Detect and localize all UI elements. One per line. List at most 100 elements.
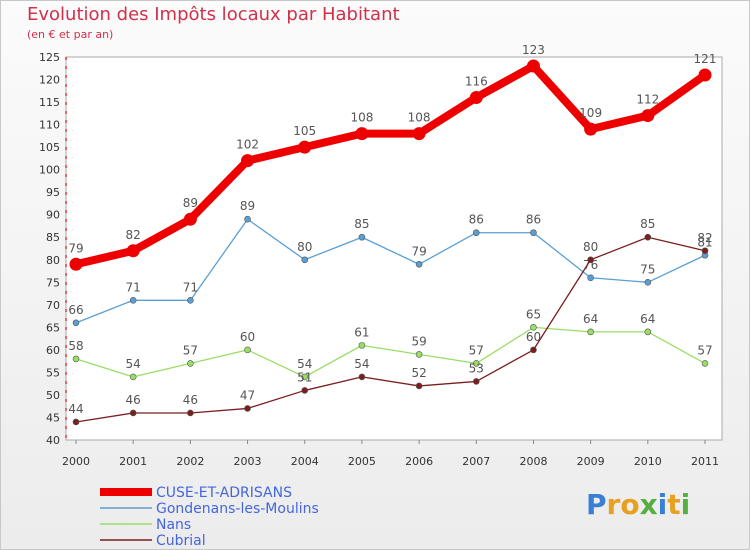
- data-label-gondenans-les-moulins: 85: [354, 217, 369, 231]
- data-label-nans: 59: [411, 334, 426, 348]
- y-tick-label: 105: [39, 141, 60, 154]
- data-point-cuse-et-adrisans: [355, 127, 369, 141]
- data-label-gondenans-les-moulins: 76: [583, 258, 598, 272]
- data-label-nans: 57: [697, 343, 712, 357]
- y-tick-label: 80: [46, 254, 60, 267]
- data-point-gondenans-les-moulins: [530, 229, 537, 237]
- legend-label-nans: Nans: [156, 517, 191, 533]
- data-label-cuse-et-adrisans: 121: [694, 52, 717, 66]
- series-line-gondenans-les-moulins: [75, 218, 706, 324]
- data-point-cuse-et-adrisans: [698, 68, 712, 82]
- data-label-nans: 64: [640, 312, 655, 326]
- data-label-cubrial: 46: [126, 393, 141, 407]
- data-point-cuse-et-adrisans: [469, 91, 483, 105]
- logo-letter: r: [606, 488, 621, 521]
- data-label-cuse-et-adrisans: 105: [293, 124, 316, 138]
- data-point-gondenans-les-moulins: [129, 297, 137, 304]
- y-tick-label: 120: [39, 74, 60, 87]
- data-point-nans: [530, 324, 537, 331]
- data-label-cubrial: 46: [183, 393, 198, 407]
- data-label-cuse-et-adrisans: 123: [522, 43, 545, 57]
- data-label-nans: 60: [240, 330, 255, 344]
- data-point-cubrial: [587, 256, 594, 264]
- data-label-nans: 54: [126, 357, 141, 371]
- data-label-cubrial: 53: [469, 361, 484, 375]
- data-point-cuse-et-adrisans: [526, 59, 540, 73]
- logo-letter: o: [620, 488, 640, 521]
- data-point-nans: [644, 328, 652, 336]
- data-label-nans: 58: [68, 339, 83, 353]
- x-tick-label: 2002: [176, 455, 204, 468]
- x-tick-label: 2011: [691, 455, 719, 468]
- data-label-nans: 57: [183, 343, 198, 357]
- data-label-cubrial: 85: [640, 217, 655, 231]
- data-label-gondenans-les-moulins: 71: [183, 280, 198, 294]
- x-tick-label: 2010: [634, 455, 662, 468]
- legend-label-gondenans-les-moulins: Gondenans-les-Moulins: [156, 501, 319, 517]
- x-tick-label: 2000: [62, 455, 90, 468]
- x-tick-label: 2004: [291, 455, 319, 468]
- data-point-cuse-et-adrisans: [183, 212, 197, 226]
- legend-label-cuse-et-adrisans: CUSE-ET-ADRISANS: [156, 485, 292, 501]
- data-point-nans: [301, 373, 309, 381]
- logo-letter: x: [639, 488, 658, 521]
- data-point-cubrial: [244, 405, 251, 412]
- legend-label-cubrial: Cubrial: [156, 533, 206, 549]
- data-point-cuse-et-adrisans: [126, 244, 140, 258]
- data-point-cuse-et-adrisans: [584, 122, 598, 136]
- data-label-cuse-et-adrisans: 109: [579, 106, 602, 120]
- series-line-cubrial: [75, 236, 706, 423]
- data-label-cuse-et-adrisans: 108: [408, 111, 431, 125]
- data-point-cuse-et-adrisans: [298, 140, 312, 154]
- data-label-cuse-et-adrisans: 89: [183, 196, 198, 210]
- data-label-nans: 61: [354, 325, 369, 339]
- data-label-cuse-et-adrisans: 79: [68, 241, 83, 255]
- x-tick-label: 2005: [348, 455, 376, 468]
- data-label-nans: 65: [526, 307, 541, 321]
- series-line-nans: [75, 326, 706, 378]
- y-tick-label: 115: [39, 96, 60, 109]
- y-tick-label: 100: [39, 164, 60, 177]
- x-tick-label: 2006: [405, 455, 433, 468]
- data-label-gondenans-les-moulins: 89: [240, 199, 255, 213]
- data-point-gondenans-les-moulins: [587, 274, 594, 282]
- data-label-cubrial: 52: [411, 366, 426, 380]
- data-point-gondenans-les-moulins: [244, 215, 251, 223]
- logo-letter: i: [657, 488, 668, 521]
- data-label-cuse-et-adrisans: 108: [350, 111, 373, 125]
- proxiti-logo: Proxiti: [586, 488, 690, 521]
- data-point-gondenans-les-moulins: [358, 233, 366, 241]
- data-point-cubrial: [129, 409, 137, 417]
- data-point-nans: [187, 360, 194, 367]
- chart-title: Evolution des Impôts locaux par Habitant: [27, 4, 400, 25]
- data-label-cubrial: 54: [354, 357, 369, 371]
- chart-subtitle: (en € et par an): [27, 28, 114, 41]
- y-tick-label: 90: [46, 209, 60, 222]
- data-point-cuse-et-adrisans: [412, 127, 426, 141]
- y-tick-label: 55: [46, 366, 60, 379]
- data-label-nans: 54: [297, 357, 312, 371]
- x-tick-label: 2008: [519, 455, 547, 468]
- logo-letter: P: [586, 488, 607, 521]
- data-point-gondenans-les-moulins: [415, 260, 423, 268]
- data-point-cubrial: [72, 418, 80, 426]
- data-point-cubrial: [187, 409, 194, 417]
- logo-letter: i: [680, 488, 691, 521]
- data-point-cuse-et-adrisans: [641, 109, 655, 123]
- y-tick-label: 110: [39, 119, 60, 132]
- data-point-nans: [587, 328, 594, 336]
- series-line-cuse-et-adrisans: [72, 62, 709, 269]
- data-label-cubrial: 47: [240, 388, 255, 402]
- data-point-gondenans-les-moulins: [72, 319, 80, 327]
- data-point-cubrial: [358, 373, 366, 381]
- data-point-cubrial: [415, 382, 423, 390]
- data-label-gondenans-les-moulins: 75: [640, 262, 655, 276]
- data-label-cubrial: 51: [297, 370, 312, 384]
- y-tick-label: 95: [46, 186, 60, 199]
- data-label-nans: 57: [469, 343, 484, 357]
- data-point-cubrial: [644, 233, 652, 241]
- x-tick-label: 2001: [119, 455, 147, 468]
- x-tick-label: 2009: [577, 455, 605, 468]
- x-tick-label: 2003: [234, 455, 262, 468]
